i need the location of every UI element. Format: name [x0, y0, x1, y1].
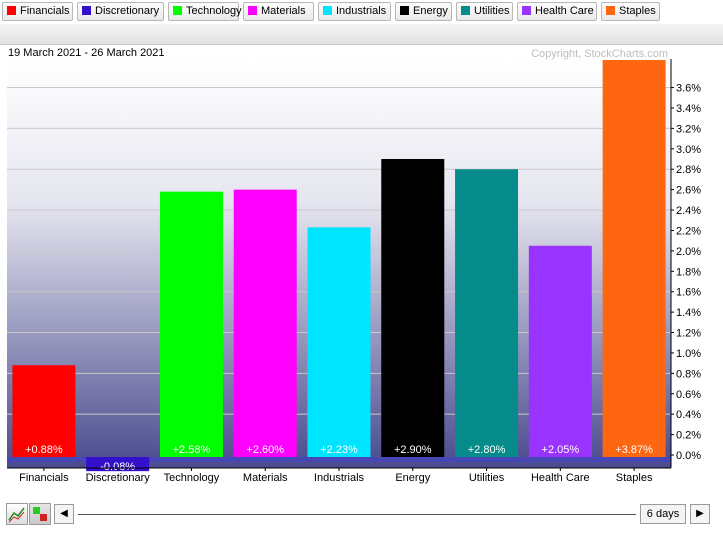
bar-energy [381, 159, 445, 457]
legend-item-health-care[interactable]: Health Care [517, 2, 597, 21]
legend-label: Discretionary [95, 5, 160, 17]
legend-item-energy[interactable]: Energy [395, 2, 452, 21]
y-tick-label: 3.6% [676, 83, 701, 95]
legend-swatch [248, 6, 257, 15]
legend-item-staples[interactable]: Staples [601, 2, 660, 21]
chart-svg: +0.88% -0.08% +2.58% +2.60% +2.23% +2.90% +2.8… [0, 45, 723, 495]
bars: +0.88% -0.08% +2.58% +2.60% +2.23% +2.90% +2.8… [12, 60, 666, 473]
date-range-title: 19 March 2021 - 26 March 2021 [8, 47, 165, 59]
y-tick-label: 0.6% [676, 389, 701, 401]
chart-controls: ◀ 6 days ▶ [0, 499, 723, 533]
x-tick-label: Utilities [469, 472, 505, 484]
next-button[interactable]: ▶ [690, 504, 710, 524]
x-tick-label: Financials [19, 472, 69, 484]
legend-swatch [606, 6, 615, 15]
legend-label: Energy [413, 5, 448, 17]
legend-swatch [522, 6, 531, 15]
y-tick-label: 0.8% [676, 368, 701, 380]
legend-swatch [461, 6, 470, 15]
y-tick-label: 2.4% [676, 205, 701, 217]
y-tick-label: 1.0% [676, 348, 701, 360]
y-tick-label: 3.4% [676, 103, 701, 115]
y-tick-label: 0.4% [676, 409, 701, 421]
bar-staples [602, 60, 666, 457]
y-tick-label: 1.4% [676, 307, 701, 319]
legend-item-utilities[interactable]: Utilities [456, 2, 513, 21]
date-slider[interactable] [78, 514, 636, 515]
x-tick-label: Staples [616, 472, 653, 484]
legend-label: Staples [619, 5, 656, 17]
x-tick-label: Energy [395, 472, 430, 484]
bar-value-label: +0.88% [25, 444, 63, 456]
y-axis: 0.0% 0.2% 0.4% 0.6% 0.8% 1.0% 1.2% 1.4% 1.6% 1.8%… [670, 59, 701, 468]
bar-value-label: +2.58% [173, 444, 211, 456]
bar-value-label: +2.23% [320, 444, 358, 456]
zero-baseline [7, 457, 671, 462]
legend-label: Industrials [336, 5, 387, 17]
sector-performance-chart: +0.88% -0.08% +2.58% +2.60% +2.23% +2.90% +2.8… [0, 45, 723, 495]
legend-swatch [7, 6, 16, 15]
bar-financials [12, 365, 76, 457]
y-tick-label: 1.8% [676, 266, 701, 278]
y-tick-label: 2.6% [676, 185, 701, 197]
legend-swatch [173, 6, 182, 15]
y-tick-label: 2.2% [676, 225, 701, 237]
bar-value-label: +3.87% [615, 444, 653, 456]
legend-item-discretionary[interactable]: Discretionary [77, 2, 164, 21]
bar-value-label: -0.08% [100, 461, 135, 473]
copyright-notice: Copyright, StockCharts.com [531, 48, 668, 60]
x-tick-label: Discretionary [86, 472, 151, 484]
bar-technology [159, 191, 223, 457]
range-selector[interactable]: 6 days [640, 504, 686, 524]
bar-chart-icon [33, 507, 47, 521]
y-tick-label: 2.8% [676, 164, 701, 176]
legend-label: Materials [261, 5, 306, 17]
bar-value-label: +2.05% [542, 444, 580, 456]
y-tick-label: 1.6% [676, 287, 701, 299]
y-tick-label: 0.2% [676, 430, 701, 442]
x-tick-label: Health Care [531, 472, 590, 484]
y-tick-label: 3.0% [676, 144, 701, 156]
bar-value-label: +2.60% [246, 444, 284, 456]
legend-item-industrials[interactable]: Industrials [318, 2, 391, 21]
x-tick-label: Industrials [314, 472, 365, 484]
y-tick-label: 0.0% [676, 450, 701, 462]
legend-item-materials[interactable]: Materials [243, 2, 314, 21]
y-tick-label: 3.2% [676, 123, 701, 135]
bar-value-label: +2.80% [468, 444, 506, 456]
y-tick-label: 1.2% [676, 328, 701, 340]
x-tick-label: Technology [164, 472, 220, 484]
legend-label: Financials [20, 5, 70, 17]
y-tick-label: 2.0% [676, 246, 701, 258]
legend-label: Utilities [474, 5, 510, 17]
x-tick-label: Materials [243, 472, 288, 484]
bar-materials [233, 189, 297, 458]
bar-chart-toggle[interactable] [29, 503, 51, 525]
sector-legend: Financials Discretionary Technology Materia… [0, 0, 723, 24]
bar-health-care [528, 245, 592, 457]
legend-label: Health Care [535, 5, 594, 17]
prev-button[interactable]: ◀ [54, 504, 74, 524]
bar-value-label: +2.90% [394, 444, 432, 456]
legend-label: Technology [186, 5, 242, 17]
legend-swatch [400, 6, 409, 15]
legend-swatch [323, 6, 332, 15]
line-chart-icon [8, 507, 25, 523]
legend-swatch [82, 6, 91, 15]
line-chart-toggle[interactable] [6, 503, 28, 525]
x-axis: Financials Discretionary Technology Materia… [7, 467, 671, 484]
legend-item-technology[interactable]: Technology [168, 2, 242, 21]
bar-industrials [307, 227, 371, 457]
toolbar-band [0, 24, 723, 45]
bar-utilities [455, 169, 519, 457]
legend-item-financials[interactable]: Financials [2, 2, 73, 21]
